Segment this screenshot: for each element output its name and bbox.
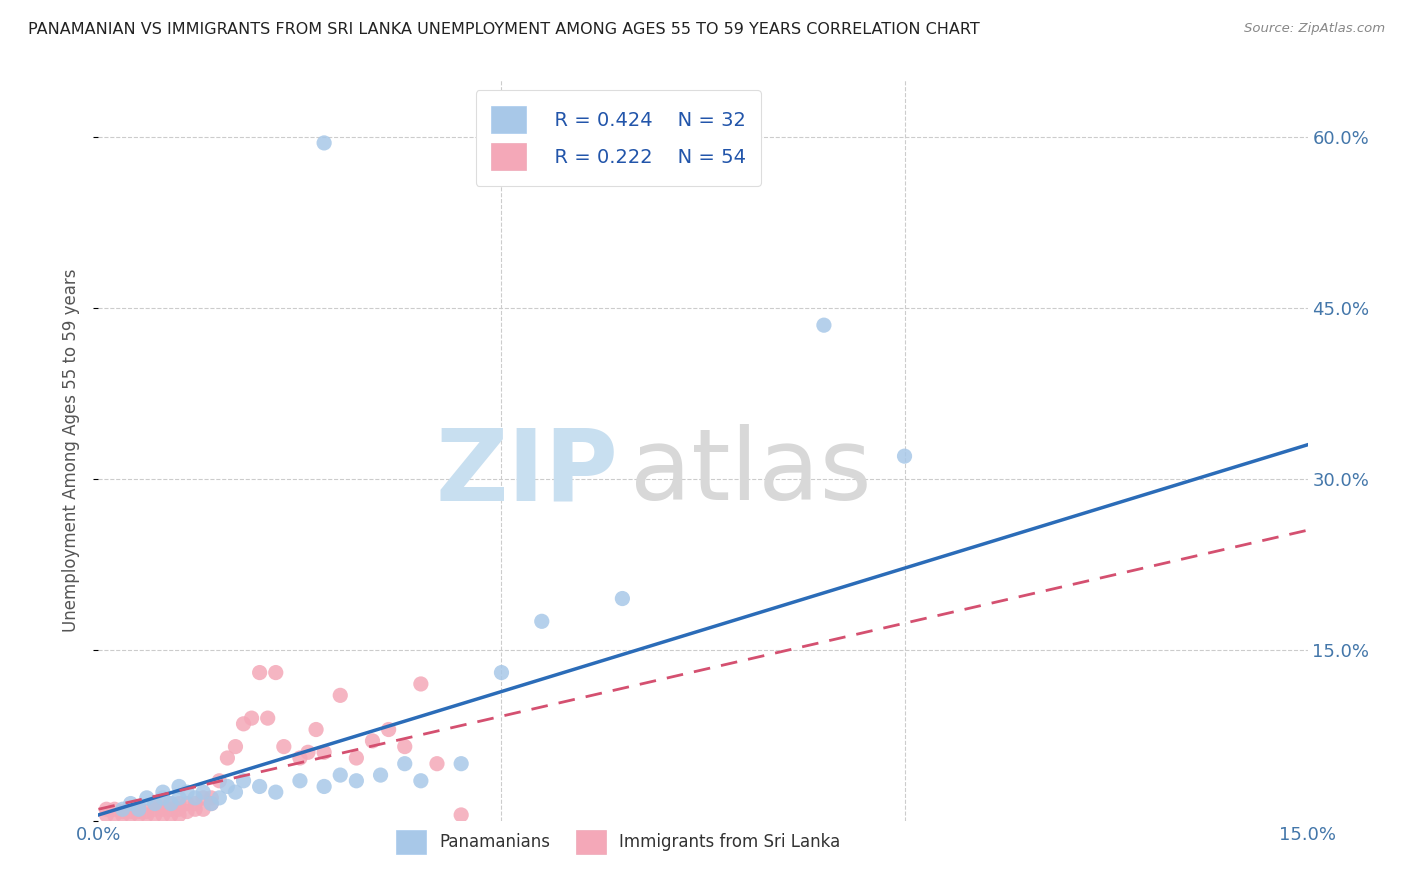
Point [184,790,207,805]
Point [224,785,246,799]
Point [450,808,472,822]
Point [167,802,190,816]
Point [193,790,215,805]
Point [176,785,198,799]
Point [394,756,416,771]
Point [232,716,254,731]
Point [176,797,198,811]
Point [200,797,222,811]
Point [167,780,190,794]
Point [135,790,157,805]
Point [344,751,367,765]
Point [329,768,352,782]
Point [450,756,472,771]
Point [128,805,150,819]
Point [111,802,134,816]
Text: PANAMANIAN VS IMMIGRANTS FROM SRI LANKA UNEMPLOYMENT AMONG AGES 55 TO 59 YEARS C: PANAMANIAN VS IMMIGRANTS FROM SRI LANKA … [28,22,980,37]
Point [152,800,174,814]
Point [184,802,207,816]
Point [612,591,634,606]
Point [128,808,150,822]
Point [288,773,311,788]
Point [370,768,392,782]
Point [297,745,319,759]
Point [217,751,239,765]
Point [256,711,278,725]
Y-axis label: Unemployment Among Ages 55 to 59 years: Unemployment Among Ages 55 to 59 years [62,268,80,632]
Text: ZIP: ZIP [436,425,619,521]
Point [200,790,222,805]
Point [193,785,215,799]
Point [288,751,311,765]
Text: Source: ZipAtlas.com: Source: ZipAtlas.com [1244,22,1385,36]
Point [377,723,399,737]
Point [208,773,231,788]
Point [120,797,142,811]
Point [152,802,174,816]
Point [491,665,513,680]
Point [103,808,125,822]
Point [530,615,553,629]
Point [111,808,134,822]
Point [160,797,183,811]
Point [128,802,150,816]
Point [394,739,416,754]
Point [232,773,254,788]
Point [249,665,271,680]
Point [152,790,174,805]
Point [120,805,142,819]
Point [111,805,134,819]
Point [135,805,157,819]
Point [314,745,336,759]
Point [128,800,150,814]
Point [193,802,215,816]
Point [143,797,166,811]
Point [167,790,190,805]
Point [240,711,263,725]
Point [249,780,271,794]
Point [813,318,835,333]
Text: atlas: atlas [630,425,872,521]
Point [184,797,207,811]
Point [273,739,295,754]
Point [167,797,190,811]
Point [143,802,166,816]
Point [200,797,222,811]
Point [409,773,432,788]
Point [344,773,367,788]
Point [314,780,336,794]
Point [217,780,239,794]
Point [264,785,287,799]
Point [305,723,328,737]
Point [361,734,384,748]
Point [120,808,142,822]
Point [160,797,183,811]
Point [314,136,336,150]
Point [96,808,118,822]
Point [160,808,183,822]
Legend: Panamanians, Immigrants from Sri Lanka: Panamanians, Immigrants from Sri Lanka [389,823,846,861]
Point [409,677,432,691]
Point [96,802,118,816]
Point [329,689,352,703]
Point [135,808,157,822]
Point [426,756,449,771]
Point [264,665,287,680]
Point [176,805,198,819]
Point [152,808,174,822]
Point [167,808,190,822]
Point [160,802,183,816]
Point [893,449,915,463]
Point [143,808,166,822]
Point [224,739,246,754]
Point [143,797,166,811]
Point [208,790,231,805]
Point [103,802,125,816]
Point [152,785,174,799]
